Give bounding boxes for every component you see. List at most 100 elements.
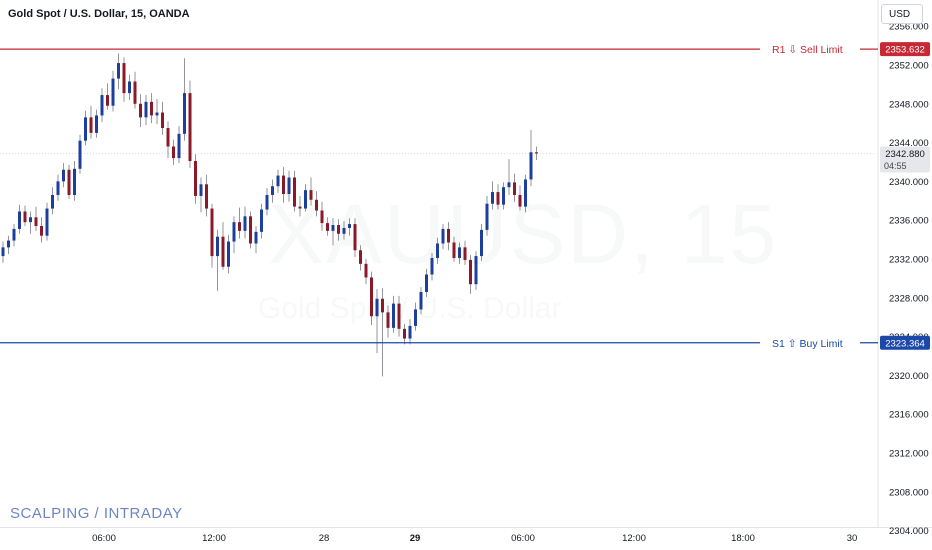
candle-body (370, 277, 373, 317)
candle-body (491, 192, 494, 204)
candle-body (205, 184, 208, 209)
candle-body (221, 236, 225, 267)
candle-body (172, 146, 175, 159)
candle-body (62, 169, 65, 182)
candle-body (320, 210, 324, 224)
candle-body (227, 241, 230, 267)
support-price-badge (880, 335, 930, 350)
candle-body (315, 199, 318, 211)
currency-selector[interactable]: USD (881, 4, 923, 24)
candle-body (452, 242, 456, 259)
x-tick-label: 29 (410, 533, 421, 544)
candle-body (133, 81, 137, 104)
candle-body (150, 101, 153, 116)
candle-body (29, 217, 32, 223)
x-tick-label: 06:00 (92, 533, 116, 544)
candle-body (265, 194, 269, 210)
candle-body (386, 312, 390, 328)
last-price-value: 2342.880 (885, 149, 925, 160)
countdown-label: 04:55 (884, 161, 907, 171)
candle-body (364, 263, 368, 278)
candle-body (348, 224, 351, 228)
candle-body (513, 182, 516, 195)
candle-body (469, 259, 472, 285)
candle-body (529, 152, 533, 180)
candle-body (480, 229, 483, 257)
resistance-price-badge (880, 42, 930, 57)
candle-body (18, 211, 21, 229)
candle-body (254, 231, 258, 244)
candle-body (507, 182, 511, 188)
support-level-label: S1 ⇧ Buy Limit (772, 338, 843, 350)
candle-body (12, 228, 16, 241)
support-price-label: 2323.364 (885, 338, 925, 349)
candle-body (359, 250, 362, 264)
candle-body (430, 258, 434, 275)
candle-body (1, 247, 5, 257)
candle-body (287, 177, 291, 195)
candle-body (309, 190, 313, 200)
candle-body (249, 216, 252, 244)
y-tick-label: 2352.000 (889, 60, 929, 71)
candle-body (95, 115, 98, 133)
candle-body (89, 117, 93, 133)
candle-body (199, 184, 203, 196)
candle-body (326, 223, 329, 231)
candle-body (502, 187, 505, 205)
candle-body (419, 291, 423, 310)
candle-body (293, 177, 296, 207)
candle-body (40, 226, 43, 236)
candle-body (414, 309, 417, 326)
candle-body (485, 203, 489, 230)
candle-body (425, 274, 428, 292)
candle-body (100, 95, 104, 116)
candle-body (23, 211, 27, 223)
candle-body (144, 101, 148, 118)
candle-body (238, 222, 241, 231)
y-tick-label: 2332.000 (889, 254, 929, 265)
candle-body (397, 303, 401, 329)
y-tick-label: 2336.000 (889, 216, 929, 227)
candle-body (403, 328, 406, 339)
candle-body (166, 128, 170, 147)
candle-body (106, 95, 109, 106)
candle-body (51, 194, 54, 209)
y-tick-label: 2312.000 (889, 448, 929, 459)
candle-body (331, 225, 335, 231)
y-tick-label: 2304.000 (889, 526, 929, 537)
candle-body (276, 175, 280, 187)
candle-body (243, 216, 247, 231)
candle-body (232, 222, 236, 242)
candle-body (188, 93, 192, 162)
y-tick-label: 2356.000 (889, 22, 929, 33)
x-tick-label: 28 (319, 533, 330, 544)
candle-body (524, 179, 527, 207)
candle-body (84, 117, 87, 141)
candle-body (392, 303, 395, 328)
candle-body (155, 112, 159, 116)
candle-body (161, 112, 164, 129)
candle-body (117, 63, 120, 79)
candle-body (67, 169, 71, 195)
chart-title[interactable]: Gold Spot / U.S. Dollar, 15, OANDA (8, 8, 190, 20)
candle-body (34, 217, 38, 227)
candle-body (381, 298, 384, 313)
candle-body (111, 78, 115, 106)
candle-body (337, 225, 340, 234)
candle-body (298, 206, 302, 209)
candle-body (304, 190, 307, 209)
candle-body (139, 103, 142, 118)
symbol-watermark: XAUUSD, 15 (268, 186, 778, 283)
candle-body (353, 224, 357, 251)
candle-body (210, 208, 214, 257)
candle-body (128, 81, 131, 94)
candle-body (183, 93, 186, 134)
candle-body (474, 256, 478, 285)
candle-body (56, 181, 60, 195)
resistance-level-label: R1 ⇩ Sell Limit (772, 44, 843, 56)
candle-body (194, 161, 197, 196)
x-tick-label: 12:00 (202, 533, 226, 544)
candle-body (447, 228, 450, 243)
